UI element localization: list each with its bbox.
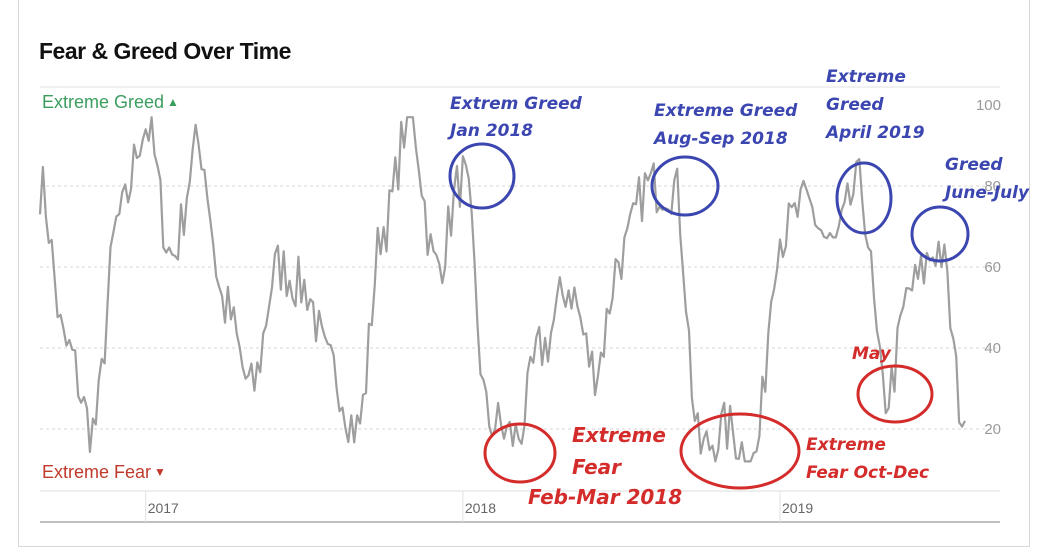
annotation-line: Extrem Greed — [450, 94, 583, 114]
y-tick-label: 20 — [984, 421, 1001, 438]
x-tick-label: 2017 — [148, 500, 179, 516]
annotation-jan2018: Extrem Greed Jan 2018 — [447, 94, 588, 141]
annotation-line: Extreme — [572, 423, 666, 447]
x-tick-label: 2019 — [782, 500, 813, 516]
annotation-line: June-July — [942, 183, 1030, 203]
extreme-fear-text: Extreme Fear — [42, 462, 152, 482]
y-tick-label: 40 — [984, 340, 1001, 357]
octdec-circle — [679, 412, 801, 490]
may-circle — [856, 364, 934, 424]
junejuly-circle — [910, 205, 970, 263]
annotation-line: Greed — [945, 155, 1003, 175]
jan2018-circle — [448, 142, 516, 210]
annotation-augsep2018: Extreme Greed Aug-Sep 2018 — [652, 101, 803, 149]
x-tick-label: 2018 — [465, 500, 496, 516]
extreme-greed-text: Extreme Greed — [42, 92, 165, 112]
y-tick-label: 60 — [984, 259, 1001, 276]
chart-title: Fear & Greed Over Time — [39, 38, 291, 64]
extreme-greed-label: Extreme Greed ▲ — [42, 92, 179, 113]
annotation-line: Extreme — [806, 435, 886, 455]
annotation-april2019: Extreme Greed April 2019 — [824, 67, 925, 143]
april2019-circle — [835, 161, 893, 235]
y-tick-label: 100 — [976, 97, 1001, 114]
annotation-octdec: Extreme Fear Oct-Dec — [806, 435, 929, 483]
triangle-down-icon: ▼ — [154, 465, 166, 479]
annotation-line: Greed — [826, 95, 884, 115]
annotation-line: Fear Oct-Dec — [806, 463, 929, 483]
annotation-line: Feb-Mar 2018 — [528, 485, 682, 509]
annotation-junejuly: Greed June-July — [942, 155, 1030, 203]
annotation-line: Extreme Greed — [654, 101, 798, 121]
annotation-line: April 2019 — [824, 123, 925, 143]
annotation-line: Jan 2018 — [447, 121, 533, 141]
annotation-may: May — [852, 344, 892, 364]
annotation-febmar2018: Extreme Fear Feb-Mar 2018 — [528, 423, 682, 509]
annotation-line: Fear — [572, 455, 622, 479]
fear-greed-series-line — [38, 116, 966, 463]
febmar2018-circle — [483, 422, 557, 484]
chart-card — [18, 0, 1030, 547]
annotation-line: Aug-Sep 2018 — [652, 129, 788, 149]
augsep2018-circle — [650, 155, 720, 217]
y-tick-label: 80 — [984, 178, 1001, 195]
annotation-line: Extreme — [826, 67, 906, 87]
extreme-fear-label: Extreme Fear ▼ — [42, 462, 166, 483]
annotation-line: May — [852, 344, 892, 364]
triangle-up-icon: ▲ — [167, 95, 179, 109]
